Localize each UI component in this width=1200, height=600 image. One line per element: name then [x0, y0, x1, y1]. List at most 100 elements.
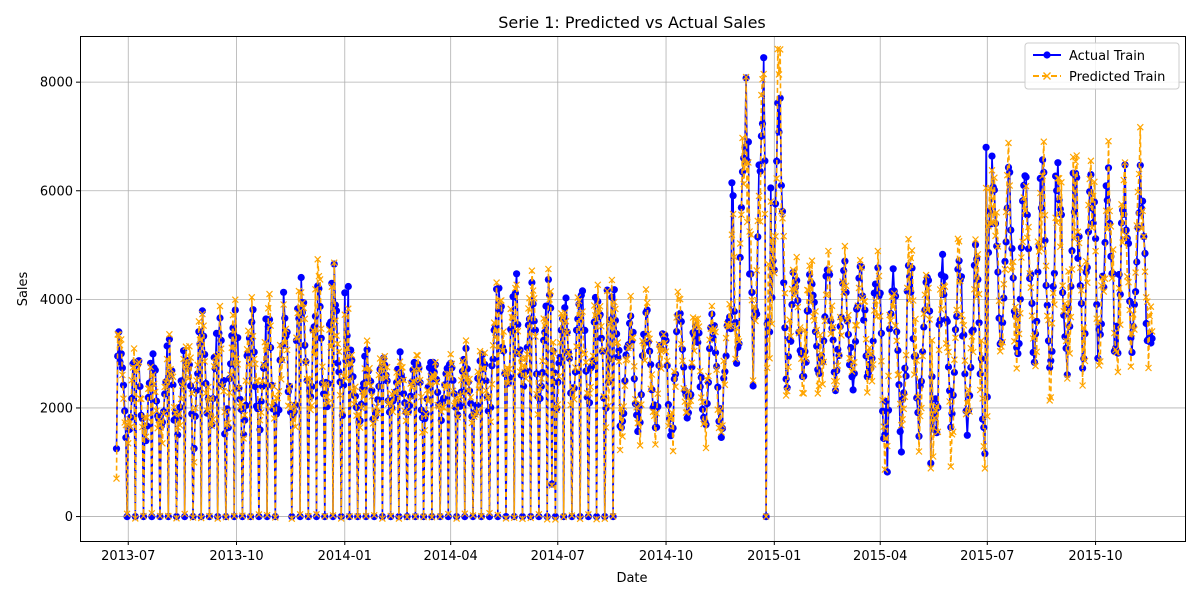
data-point-predicted-train: [233, 355, 240, 363]
grid-layer: [80, 36, 1185, 541]
data-point-predicted-train: [879, 396, 887, 404]
data-point-predicted-train: [724, 322, 732, 330]
data-point-predicted-train: [576, 515, 584, 523]
data-point-actual-train: [555, 359, 563, 367]
data-point-predicted-train: [1000, 280, 1008, 288]
data-point-predicted-train: [1089, 192, 1097, 200]
data-point-actual-train: [855, 274, 863, 282]
data-point-predicted-train: [681, 398, 689, 406]
data-point-predicted-train: [541, 322, 549, 330]
data-point-predicted-train: [277, 375, 285, 383]
data-point-predicted-train: [1012, 303, 1019, 311]
data-point-predicted-train: [120, 395, 127, 403]
data-point-predicted-train: [793, 253, 801, 261]
data-point-predicted-train: [369, 419, 377, 427]
data-point-predicted-train: [735, 337, 743, 345]
data-point-actual-train: [1024, 245, 1033, 253]
data-point-predicted-train: [382, 374, 390, 382]
data-point-predicted-train: [1141, 268, 1149, 276]
data-point-predicted-train: [719, 422, 726, 429]
data-point-predicted-train: [402, 417, 410, 425]
data-point-predicted-train: [967, 344, 975, 352]
data-point-actual-train: [142, 437, 150, 445]
data-point-predicted-train: [781, 289, 789, 297]
data-point-actual-train: [1041, 236, 1049, 245]
x-tick-label: 2014-10: [639, 549, 693, 564]
data-point-actual-train: [1016, 295, 1024, 303]
data-point-actual-train: [722, 352, 730, 360]
data-point-predicted-train: [493, 279, 501, 287]
data-point-predicted-train: [480, 365, 488, 373]
data-point-predicted-train: [1126, 306, 1134, 314]
data-point-predicted-train: [251, 360, 259, 368]
data-point-predicted-train: [606, 375, 614, 383]
data-point-predicted-train: [770, 269, 778, 277]
data-point-predicted-train: [916, 412, 924, 420]
data-point-predicted-train: [1068, 265, 1076, 273]
data-point-predicted-train: [310, 351, 318, 359]
data-point-predicted-train: [368, 393, 376, 400]
data-point-predicted-train: [313, 510, 320, 518]
data-point-predicted-train: [905, 235, 912, 243]
data-point-actual-train: [1008, 245, 1016, 253]
data-point-predicted-train: [351, 383, 359, 391]
data-point-predicted-train: [762, 513, 770, 521]
x-tick-label: 2013-10: [209, 549, 263, 564]
data-point-actual-train: [969, 326, 977, 334]
data-point-actual-train: [169, 381, 177, 389]
data-point-predicted-train: [977, 337, 985, 345]
data-point-predicted-train: [1128, 329, 1136, 337]
data-point-predicted-train: [743, 218, 751, 226]
data-point-predicted-train: [1040, 138, 1048, 146]
data-point-predicted-train: [201, 358, 209, 365]
data-point-predicted-train: [926, 315, 934, 323]
data-point-predicted-train: [1086, 175, 1094, 183]
data-point-predicted-train: [1010, 337, 1018, 345]
data-point-predicted-train: [459, 357, 466, 365]
data-point-predicted-train: [436, 513, 444, 521]
data-point-predicted-train: [1107, 222, 1115, 230]
data-point-predicted-train: [912, 315, 919, 323]
data-point-actual-train: [176, 403, 184, 411]
data-point-predicted-train: [403, 513, 411, 521]
data-point-predicted-train: [586, 389, 593, 397]
data-point-predicted-train: [575, 297, 583, 305]
data-point-predicted-train: [923, 306, 931, 314]
data-point-predicted-train: [422, 410, 430, 418]
data-point-predicted-train: [198, 310, 206, 318]
data-point-predicted-train: [217, 345, 225, 353]
data-point-predicted-train: [462, 337, 470, 345]
data-point-predicted-train: [428, 513, 436, 521]
data-point-predicted-train: [779, 214, 786, 222]
data-point-actual-train: [578, 287, 587, 295]
data-point-actual-train: [370, 513, 378, 521]
data-point-actual-train: [776, 94, 784, 102]
data-point-actual-train: [804, 307, 813, 315]
data-point-predicted-train: [400, 376, 408, 384]
data-point-predicted-train: [579, 308, 586, 316]
data-point-predicted-train: [346, 512, 353, 520]
data-point-predicted-train: [607, 319, 615, 327]
data-point-predicted-train: [507, 305, 515, 313]
data-point-actual-train: [1092, 235, 1100, 243]
data-point-predicted-train: [1101, 275, 1109, 283]
data-point-predicted-train: [550, 350, 558, 358]
data-point-predicted-train: [621, 382, 629, 390]
data-point-predicted-train: [1055, 174, 1063, 182]
data-point-predicted-train: [376, 355, 384, 362]
data-point-predicted-train: [488, 380, 496, 388]
data-point-predicted-train: [823, 290, 831, 298]
data-point-predicted-train: [1148, 327, 1156, 335]
data-point-predicted-train: [802, 355, 810, 363]
data-point-predicted-train: [983, 412, 991, 420]
data-point-actual-train: [834, 345, 842, 353]
data-point-predicted-train: [275, 387, 283, 395]
data-point-predicted-train: [551, 515, 559, 523]
data-point-predicted-train: [386, 399, 393, 407]
data-point-predicted-train: [397, 364, 405, 371]
data-point-predicted-train: [1061, 300, 1069, 307]
data-point-predicted-train: [1073, 152, 1081, 159]
data-point-predicted-train: [591, 311, 599, 319]
data-point-predicted-train: [1100, 288, 1108, 296]
data-point-actual-train: [647, 361, 655, 369]
